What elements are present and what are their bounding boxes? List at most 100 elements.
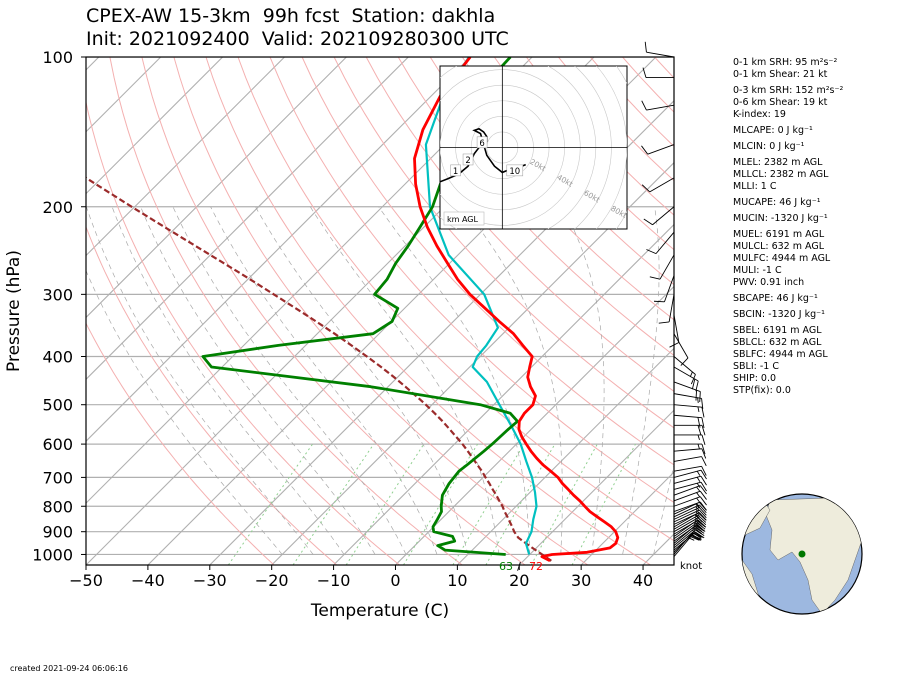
- sounding-index: MLEL: 2382 m AGL: [733, 157, 823, 168]
- x-tick-label: −10: [317, 571, 351, 590]
- sounding-index: MULFC: 4944 m AGL: [733, 253, 831, 264]
- dry-adiabat: [429, 57, 674, 321]
- wind-barb: [674, 443, 706, 455]
- wind-barb: [673, 456, 707, 467]
- isotherm-line: [518, 409, 674, 565]
- mixing-ratio-line: [452, 443, 525, 565]
- dry-adiabat: [205, 57, 651, 565]
- moist-adiabat: [172, 206, 407, 555]
- sounding-index: MLCIN: 0 J kg⁻¹: [733, 141, 805, 152]
- moist-adiabat: [653, 463, 674, 555]
- virtual-profile-line: [424, 57, 538, 555]
- wind-barb: [674, 434, 706, 446]
- wind-barb: [673, 507, 707, 520]
- wind-barb: [653, 275, 675, 303]
- isotherm-line: [86, 57, 471, 442]
- y-tick-label: 800: [42, 497, 73, 516]
- hodograph-point-label: 6: [479, 139, 484, 149]
- x-tick-label: −30: [193, 571, 227, 590]
- isotherm-line: [86, 57, 162, 133]
- hodograph-point-label: 2: [465, 156, 470, 166]
- wind-barb: [673, 481, 707, 492]
- sounding-index: MLCAPE: 0 J kg⁻¹: [733, 125, 813, 136]
- dry-adiabat: [365, 57, 674, 392]
- moist-adiabat: [255, 206, 469, 555]
- wind-barb: [658, 294, 675, 324]
- hodograph-point-label: 10: [509, 167, 520, 177]
- wind-barb: [649, 254, 675, 280]
- wind-barb: [673, 512, 707, 525]
- mixing-ratio-line: [292, 443, 375, 565]
- dry-adiabat: [269, 57, 674, 504]
- sounding-index: MULCL: 632 m AGL: [733, 241, 825, 252]
- dry-adiabat: [461, 57, 674, 286]
- x-tick-label: 10: [447, 571, 467, 590]
- isotherm-line: [271, 161, 674, 565]
- y-tick-label: 500: [42, 396, 73, 415]
- sounding-index: SBEL: 6191 m AGL: [733, 325, 822, 336]
- sounding-index: SBLI: -1 C: [733, 361, 779, 372]
- x-tick-label: −20: [255, 571, 289, 590]
- wind-barb: [673, 496, 707, 507]
- isotherm-line: [86, 57, 224, 195]
- y-tick-label: 300: [42, 285, 73, 304]
- station-marker: [798, 550, 806, 558]
- dry-adiabat: [86, 225, 338, 565]
- moist-adiabat: [210, 206, 438, 555]
- wind-barb: [641, 177, 675, 193]
- hodograph-point-box: [462, 153, 474, 166]
- wind-barb: [673, 366, 699, 392]
- wind-barb: [642, 67, 674, 79]
- y-tick-label: 100: [42, 48, 73, 67]
- sounding-index: 0-1 km SRH: 95 m²s⁻²: [733, 57, 838, 68]
- wind-barb: [673, 414, 705, 429]
- moist-adiabat: [111, 206, 345, 555]
- x-tick-label: 0: [390, 571, 400, 590]
- sounding-index: MLLCL: 2382 m AGL: [733, 169, 829, 180]
- y-tick-label: 600: [42, 435, 73, 454]
- dry-adiabat: [86, 322, 275, 565]
- x-tick-label: 40: [633, 571, 653, 590]
- sounding-index: MUCIN: -1320 J kg⁻¹: [733, 213, 828, 224]
- chart-title-line2: Init: 2021092400 Valid: 202109280300 UTC: [86, 28, 509, 50]
- surface-temperature-label: 72: [529, 560, 543, 573]
- sounding-index: MULI: -1 C: [733, 265, 782, 276]
- wind-barb: [673, 527, 705, 546]
- y-tick-label: 1000: [32, 545, 73, 564]
- y-axis-label: Pressure (hPa): [4, 250, 24, 372]
- x-tick-label: 30: [571, 571, 591, 590]
- isotherm-line: [333, 223, 674, 565]
- dry-adiabat: [301, 57, 674, 466]
- y-tick-label: 700: [42, 468, 73, 487]
- sounding-index: SHIP: 0.0: [733, 373, 777, 384]
- sounding-index: MUEL: 6191 m AGL: [733, 229, 825, 240]
- dry-adiabat: [173, 57, 589, 565]
- x-tick-label: 20: [509, 571, 529, 590]
- y-tick-label: 900: [42, 523, 73, 542]
- moist-adiabat: [378, 206, 531, 555]
- wind-barb: [673, 509, 707, 523]
- dry-adiabat: [237, 57, 674, 542]
- wind-barb: [673, 404, 705, 418]
- dry-adiabat: [333, 57, 674, 429]
- surface-dewpoint-label: 63: [499, 560, 513, 573]
- dry-adiabat: [109, 57, 463, 565]
- wind-barb: [646, 231, 675, 255]
- dewpoint-profile-line: [201, 57, 519, 556]
- dry-adiabat: [86, 99, 400, 565]
- wind-barb: [673, 504, 707, 518]
- wind-barb: [644, 41, 675, 58]
- moist-adiabat: [140, 206, 376, 555]
- mixing-ratio-line: [227, 443, 314, 565]
- moist-adiabat: [310, 206, 500, 555]
- surface-label-separator: /: [517, 560, 521, 573]
- sounding-index: STP(fix): 0.0: [733, 385, 791, 396]
- wind-barb: [674, 424, 706, 436]
- wind-barb: [673, 393, 704, 409]
- sounding-index: SBLFC: 4944 m AGL: [733, 349, 828, 360]
- wind-barb: [669, 314, 680, 348]
- wind-barb: [641, 144, 675, 155]
- sounding-index: MLLI: 1 C: [733, 181, 777, 192]
- chart-title-line1: CPEX-AW 15-3km 99h fcst Station: dakhla: [86, 5, 496, 27]
